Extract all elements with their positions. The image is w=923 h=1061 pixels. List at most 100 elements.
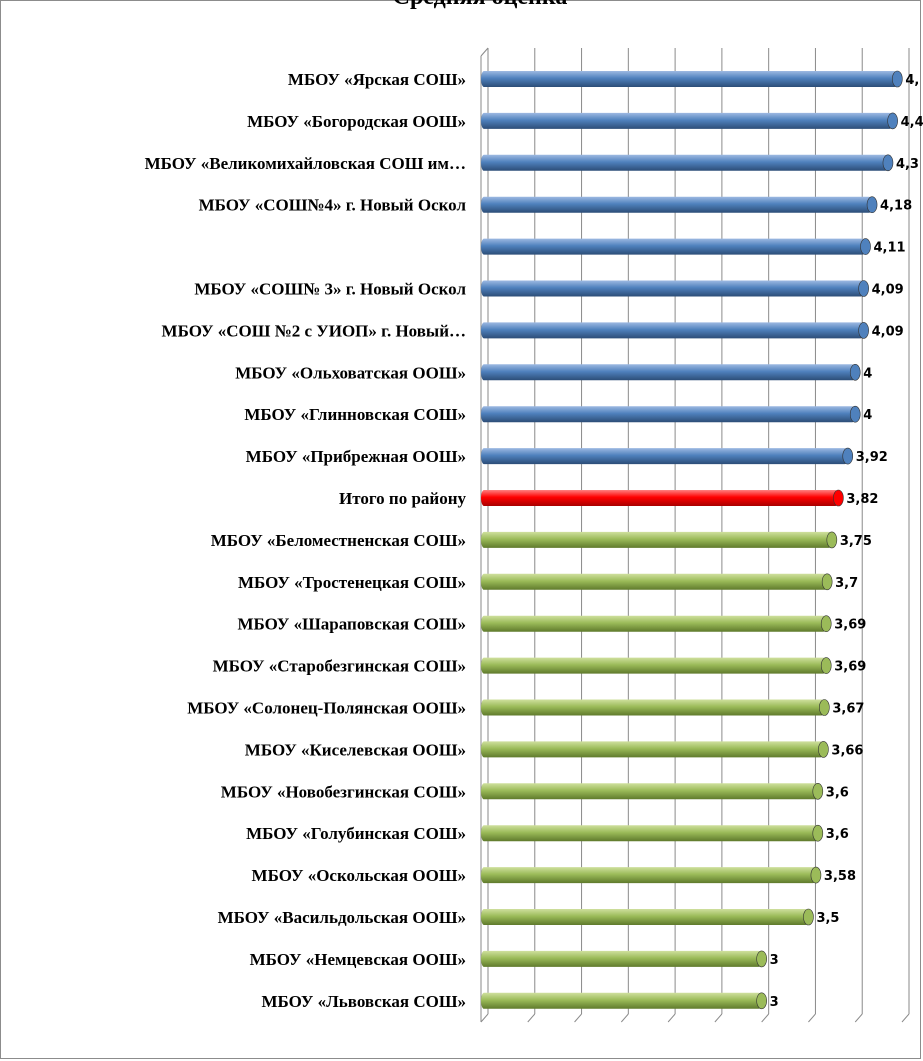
bar	[481, 154, 894, 172]
category-label: МБОУ «Великомихайловская СОШ им…	[145, 154, 466, 173]
category-label: МБОУ «Старобезгинская СОШ»	[213, 657, 466, 676]
value-label: 4,4	[901, 115, 923, 130]
bar-body	[481, 699, 825, 716]
bar-body	[481, 406, 856, 423]
category-label: МБОУ «Солонец-Полянская ООШ»	[187, 699, 466, 718]
value-label: 3,66	[831, 743, 863, 758]
bar-body	[481, 867, 816, 884]
value-label: 3,92	[856, 450, 888, 465]
bar-cap	[756, 950, 767, 968]
bar	[481, 657, 832, 674]
bar-cap	[858, 322, 869, 339]
value-label: 3,82	[846, 492, 878, 507]
category-label: Итого по району	[339, 489, 466, 508]
bar-body	[481, 741, 824, 758]
bar	[481, 363, 861, 381]
bar-cap	[866, 196, 878, 213]
bar-body	[481, 196, 873, 213]
gridline-floor	[527, 1013, 536, 1023]
value-label: 4,	[905, 73, 919, 88]
bar-body	[481, 238, 866, 255]
value-label: 4	[863, 408, 872, 423]
bar-body	[481, 112, 893, 129]
bar-body	[481, 615, 827, 632]
category-label: МБОУ «Васильдольская ООШ»	[218, 908, 466, 927]
value-label: 3,6	[826, 827, 849, 842]
category-label: МБОУ «Киселевская ООШ»	[245, 740, 466, 759]
value-label: 3,69	[834, 618, 866, 633]
bar-cap	[892, 70, 903, 88]
bar-body	[481, 783, 818, 800]
bar	[481, 447, 854, 465]
bar-cap	[860, 238, 871, 255]
bar	[481, 950, 767, 968]
value-label: 3,58	[824, 869, 856, 884]
category-label: МБОУ «Немцевская ООШ»	[250, 950, 466, 969]
bar-body	[481, 573, 828, 590]
value-label: 3,67	[832, 702, 864, 717]
value-label: 4,11	[874, 241, 906, 256]
bar	[481, 322, 869, 339]
gridline-floor	[480, 1013, 489, 1023]
value-label: 4,18	[880, 199, 912, 214]
bar-body	[481, 825, 818, 842]
bar	[481, 866, 822, 884]
category-label: МБОУ «Ольховатская ООШ»	[235, 363, 466, 382]
bar-body	[481, 280, 864, 297]
bar-body	[481, 950, 762, 967]
bar	[481, 908, 814, 926]
value-label: 4	[863, 366, 872, 381]
bar-cap	[833, 489, 844, 507]
category-label: МБОУ «СОШ№4» г. Новый Оскол	[199, 196, 467, 215]
gridline-floor	[620, 1013, 629, 1023]
gridline-floor	[854, 1013, 863, 1023]
category-label: МБОУ «Оскольская ООШ»	[252, 866, 466, 885]
bar-cap	[842, 447, 854, 465]
value-label: 3	[770, 953, 779, 968]
category-label: МБОУ «Львовская СОШ»	[261, 992, 466, 1011]
bar-body	[481, 490, 839, 506]
value-label: 4,09	[872, 283, 904, 298]
bar-body	[481, 909, 809, 925]
gridline-floor	[667, 1013, 676, 1023]
gridline-floor	[714, 1013, 723, 1023]
bar-cap	[820, 615, 832, 633]
bar-body	[481, 657, 827, 674]
bar	[481, 112, 898, 130]
bar-cap	[882, 154, 894, 172]
bar-body	[481, 992, 762, 1009]
category-label: МБОУ «Глинновская СОШ»	[244, 405, 466, 424]
gridline-floor	[901, 1013, 910, 1023]
bar-cap	[849, 405, 861, 423]
category-label: МБОУ «Голубинская СОШ»	[246, 824, 466, 843]
bar	[481, 824, 824, 842]
bar-cap	[819, 699, 830, 716]
bar	[481, 741, 829, 758]
bar-cap	[826, 531, 838, 549]
value-label: 4,3	[896, 157, 919, 172]
value-label: 4,09	[872, 324, 904, 339]
bar	[481, 782, 824, 800]
gridline-floor	[574, 1013, 582, 1023]
category-label: МБОУ «Беломестненская СОШ»	[211, 531, 466, 550]
bar	[481, 615, 832, 633]
category-label: МБОУ «Богородская ООШ»	[247, 112, 466, 131]
bar	[481, 196, 878, 213]
chart-title: Средняя оценка	[300, 0, 660, 11]
bar-body	[481, 364, 856, 381]
bar-cap	[818, 741, 829, 758]
bar-cap	[812, 824, 824, 842]
bar-body	[481, 322, 864, 339]
bar	[481, 280, 869, 297]
bar-cap	[812, 782, 824, 800]
category-label: МБОУ «СОШ №2 с УИОП» г. Новый…	[162, 321, 466, 340]
value-label: 3,75	[840, 534, 872, 549]
bar-cap	[803, 908, 814, 926]
category-label: МБОУ «Прибрежная ООШ»	[246, 447, 466, 466]
bar-body	[481, 154, 888, 171]
bar-body	[481, 71, 898, 87]
bar	[481, 992, 767, 1010]
gridline-floor	[808, 1013, 816, 1023]
